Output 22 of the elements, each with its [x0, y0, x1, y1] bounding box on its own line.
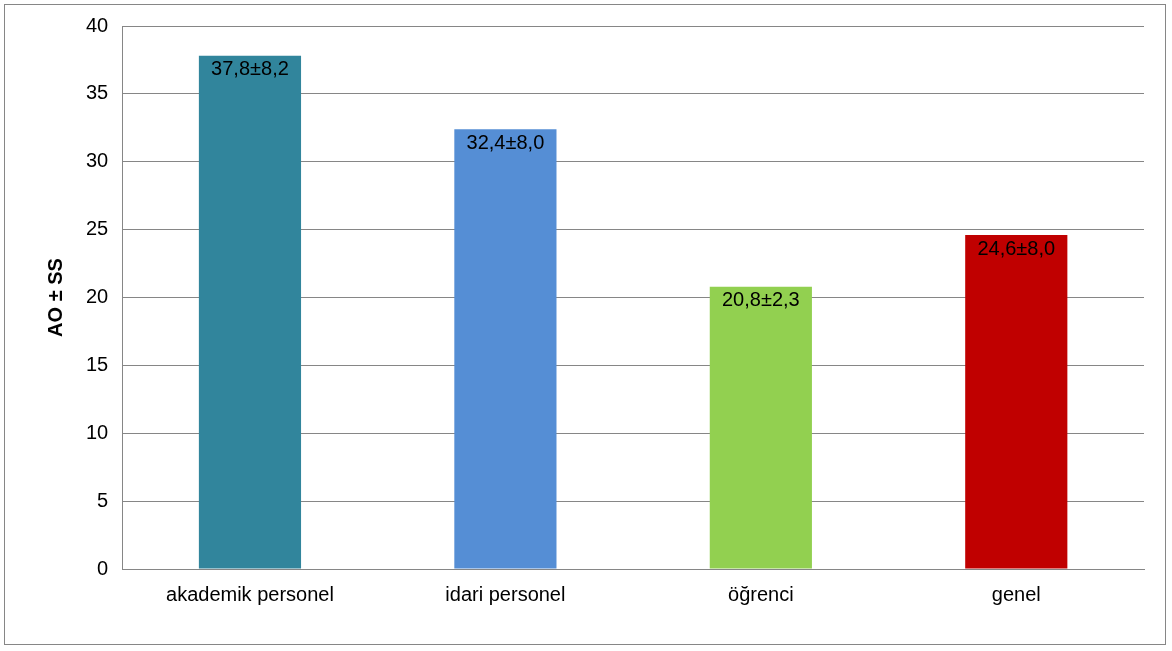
y-tick-label: 0	[97, 556, 109, 579]
bar	[709, 286, 812, 569]
data-label: 24,6±8,0	[977, 236, 1056, 259]
x-tick-label: öğrenci	[728, 582, 794, 605]
x-tick-label: idari personel	[445, 582, 566, 605]
x-tick-label: akademik personel	[166, 582, 334, 605]
y-tick-label: 10	[86, 420, 109, 443]
data-label: 20,8±2,3	[721, 288, 800, 311]
y-axis-title: AO ± SS	[43, 258, 66, 337]
y-tick-label: 30	[86, 149, 109, 172]
bar	[454, 129, 557, 569]
y-tick-label: 20	[86, 285, 109, 308]
y-tick-label: 5	[97, 488, 109, 511]
data-label: 37,8±8,2	[211, 57, 289, 80]
data-label: 32,4±8,0	[466, 130, 545, 153]
y-tick-label: 25	[86, 217, 109, 240]
x-tick-label: genel	[991, 582, 1041, 605]
y-tick-label: 35	[86, 81, 109, 104]
bar	[965, 235, 1068, 569]
y-tick-label: 40	[86, 13, 109, 36]
y-tick-label: 15	[86, 352, 109, 375]
bar	[198, 55, 302, 569]
